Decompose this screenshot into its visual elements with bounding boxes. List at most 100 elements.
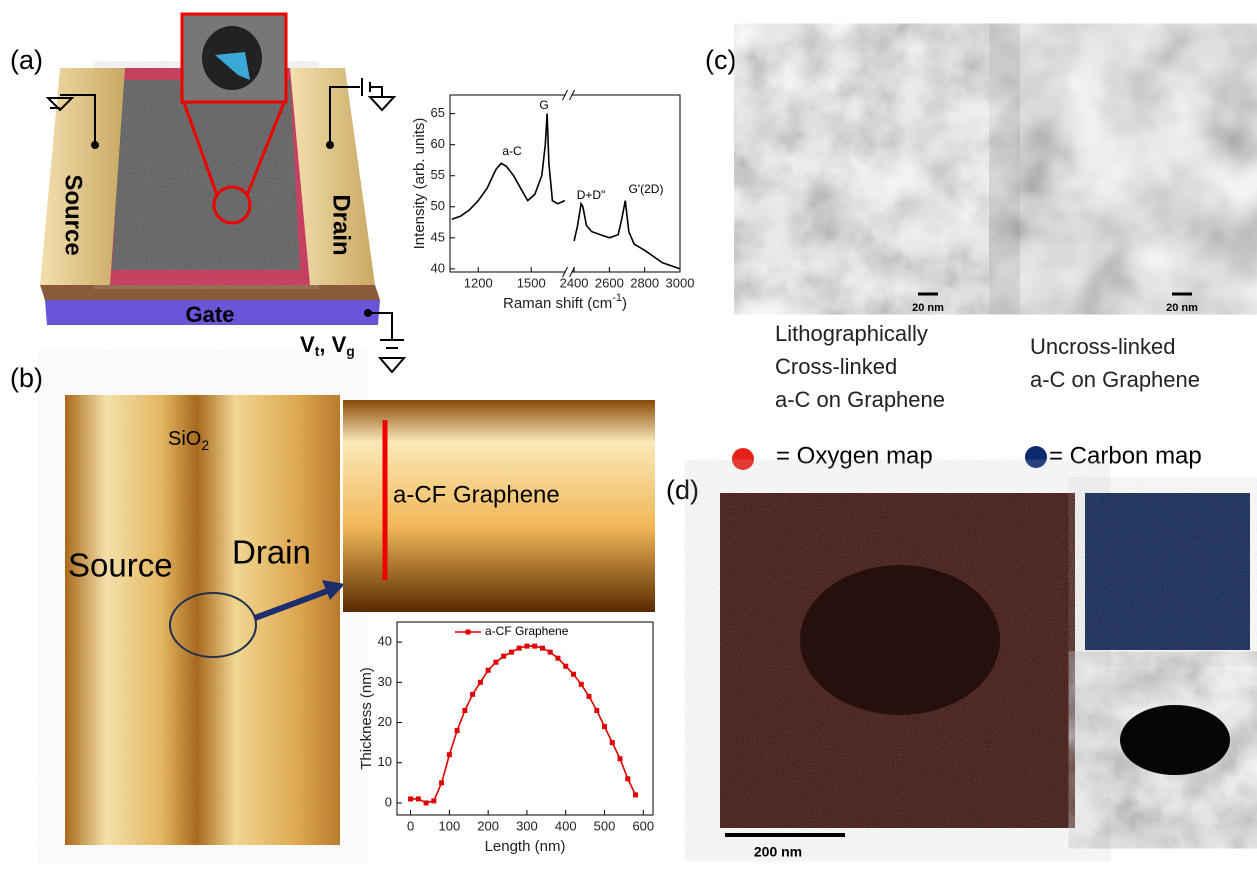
data-point xyxy=(455,728,460,733)
data-point xyxy=(424,800,429,805)
data-point xyxy=(625,776,630,781)
x-tick-label: 2400 xyxy=(560,275,589,290)
ground-symbol xyxy=(380,358,404,372)
x-tick-label: 2800 xyxy=(630,275,659,290)
x-tick-label: 500 xyxy=(594,818,616,833)
panel-label: (d) xyxy=(666,475,699,505)
data-point xyxy=(517,646,522,651)
data-point xyxy=(439,780,444,785)
wire xyxy=(370,87,382,96)
film-label: a-CF Graphene xyxy=(393,481,560,508)
peak-label: D+D" xyxy=(577,188,606,202)
caption-line: Lithographically xyxy=(775,321,928,346)
y-tick-label: 40 xyxy=(431,260,445,275)
film-texture xyxy=(112,80,300,270)
drain-label: Drain xyxy=(328,194,355,255)
carbon-marker xyxy=(1025,446,1047,468)
data-point xyxy=(486,668,491,673)
voltage-label: Vt, Vg xyxy=(300,332,355,359)
x-axis-label-part: Raman shift (cm xyxy=(503,295,612,312)
y-tick-label: 0 xyxy=(385,794,392,809)
data-point xyxy=(548,650,553,655)
x-tick-label: 200 xyxy=(477,818,499,833)
y-tick-label: 20 xyxy=(378,714,392,729)
data-point xyxy=(470,692,475,697)
caption-line: a-C on Graphene xyxy=(775,387,945,412)
data-point xyxy=(509,650,514,655)
y-tick-label: 30 xyxy=(378,674,392,689)
panel-label: (c) xyxy=(705,45,736,75)
tem-image xyxy=(758,48,996,290)
afm-texture xyxy=(65,395,340,845)
data-point xyxy=(571,672,576,677)
voltage-part: V xyxy=(300,332,315,357)
oxygen-legend: = Oxygen map xyxy=(776,442,933,469)
x-tick-label: 400 xyxy=(555,818,577,833)
y-axis-label: Thickness (nm) xyxy=(358,667,375,770)
x-axis-label: Raman shift (cm-1) xyxy=(503,292,627,312)
legend-marker xyxy=(466,630,471,635)
caption-line: a-C on Graphene xyxy=(1030,367,1200,392)
x-tick-label: 2600 xyxy=(595,275,624,290)
data-point xyxy=(587,694,592,699)
x-axis-label-part: -1 xyxy=(612,292,622,304)
tem-image xyxy=(1013,48,1251,290)
axis-break xyxy=(566,89,572,101)
data-point xyxy=(493,660,498,665)
caption-line: Uncross-linked xyxy=(1030,334,1176,359)
y-tick-label: 45 xyxy=(431,229,445,244)
data-point xyxy=(447,752,452,757)
y-tick-label: 55 xyxy=(431,167,445,182)
legend-label: a-CF Graphene xyxy=(485,624,569,638)
data-point xyxy=(532,644,537,649)
x-tick-label: 100 xyxy=(439,818,461,833)
x-tick-label: 3000 xyxy=(666,275,695,290)
contact xyxy=(326,141,334,149)
carbon-texture xyxy=(1085,493,1250,650)
x-axis-label-part: ) xyxy=(622,295,627,312)
afm-source-label: Source xyxy=(68,547,173,584)
data-point xyxy=(610,740,615,745)
dark-region xyxy=(1120,705,1230,775)
x-tick-label: 1200 xyxy=(464,275,493,290)
source-label: Source xyxy=(60,174,87,255)
gate-label: Gate xyxy=(186,302,235,327)
y-tick-label: 65 xyxy=(431,105,445,120)
x-tick-label: 600 xyxy=(632,818,654,833)
data-point xyxy=(633,792,638,797)
afm-drain-label: Drain xyxy=(232,534,311,571)
y-tick-label: 40 xyxy=(378,634,392,649)
data-point xyxy=(501,654,506,659)
x-tick-label: 0 xyxy=(407,818,414,833)
x-axis-label: Length (nm) xyxy=(485,838,566,855)
data-point xyxy=(524,644,529,649)
voltage-part: g xyxy=(346,343,355,359)
y-tick-label: 60 xyxy=(431,136,445,151)
data-point xyxy=(555,656,560,661)
substrate xyxy=(40,285,380,300)
data-point xyxy=(579,682,584,687)
data-point xyxy=(618,756,623,761)
peak-label: a-C xyxy=(502,144,522,158)
peak-label: G'(2D) xyxy=(629,182,664,196)
data-point xyxy=(408,796,413,801)
data-point xyxy=(478,680,483,685)
oxide-part: 2 xyxy=(201,437,209,453)
data-point xyxy=(462,708,467,713)
panel-label: (a) xyxy=(10,45,43,75)
carbon-legend: = Carbon map xyxy=(1049,442,1202,469)
oxide-part: SiO xyxy=(168,428,201,450)
data-point xyxy=(602,724,607,729)
scale-label: 20 nm xyxy=(912,302,944,314)
page: {"panel_labels": ["(a)", "(b)", "(c)", "… xyxy=(0,0,1257,864)
caption-line: Cross-linked xyxy=(775,354,897,379)
scale-label: 200 nm xyxy=(754,844,802,860)
oxygen-marker xyxy=(732,448,754,470)
figure: (a) Source Drain Gate Vt, Vg (b) SiO2 So… xyxy=(0,0,1257,864)
plot-frame xyxy=(397,622,653,815)
dark-region xyxy=(800,565,1000,715)
contact xyxy=(91,141,99,149)
data-point xyxy=(594,708,599,713)
y-axis-label: Intensity (arb. units) xyxy=(411,118,428,250)
y-tick-label: 10 xyxy=(378,754,392,769)
